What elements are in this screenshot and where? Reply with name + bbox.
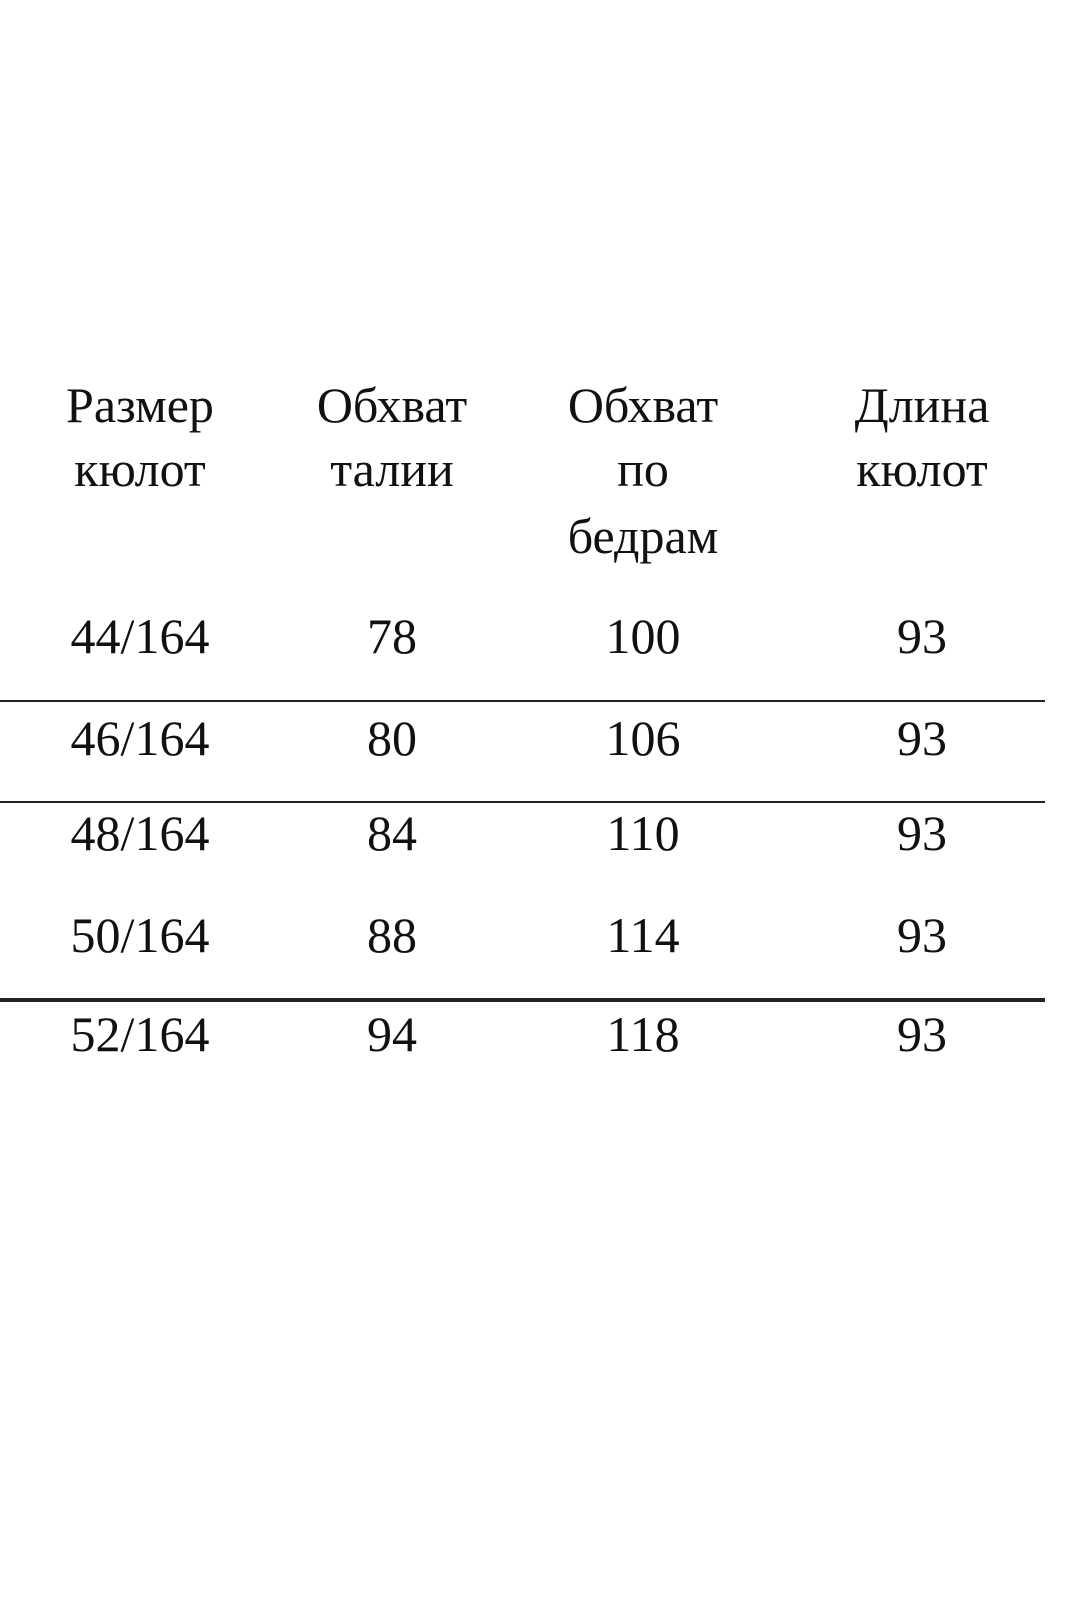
header-text: Размер [66,377,214,433]
cell: 94 [367,1006,417,1062]
cell: 78 [367,608,417,664]
cell: 118 [606,1006,680,1062]
row-divider [0,700,1045,702]
cell: 93 [897,1006,947,1062]
cell: 106 [605,710,681,766]
cell: 84 [367,805,417,861]
cell: 93 [897,608,947,664]
row-divider [0,998,1045,1002]
cell: 100 [605,608,681,664]
cell: 46/164 [70,710,210,766]
cell: 110 [606,805,680,861]
header-text: Длина [854,377,990,433]
header-text: Обхват [567,377,719,433]
cell: 93 [897,710,947,766]
header-text: кюлот [856,441,988,497]
row-divider [0,801,1045,803]
cell: 44/164 [70,608,210,664]
cell: 114 [606,907,680,963]
header-text: кюлот [74,441,206,497]
cell: 48/164 [70,805,210,861]
cell: 93 [897,907,947,963]
header-text: по [617,441,669,497]
cell: 50/164 [70,907,210,963]
cell: 80 [367,710,417,766]
header-text: Обхват [316,377,468,433]
cell: 88 [367,907,417,963]
header-text: бедрам [567,508,719,564]
header-text: талии [330,441,454,497]
cell: 52/164 [70,1006,210,1062]
cell: 93 [897,805,947,861]
